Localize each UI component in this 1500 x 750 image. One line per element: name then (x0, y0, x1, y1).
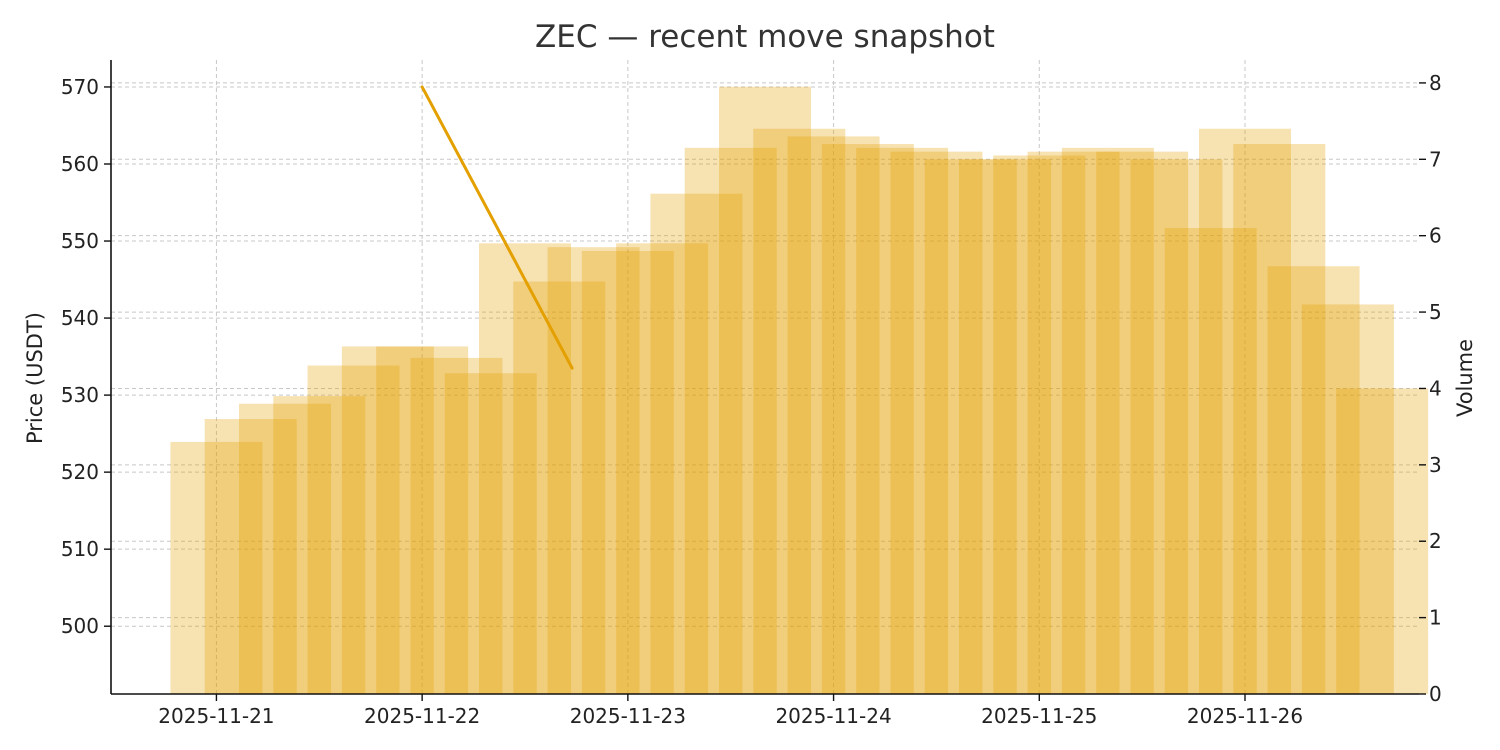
volume-bar (581, 250, 674, 694)
volume-bar (616, 243, 709, 694)
volume-bar (1096, 151, 1189, 694)
volume-bar (410, 357, 503, 694)
volume-bar (341, 346, 434, 694)
volume-bar (993, 155, 1086, 694)
x-tick-label: 2025-11-24 (775, 704, 891, 728)
volume-bar (890, 151, 983, 694)
axes: 500 510 520 530 540 550 560 570 0 1 2 3 4 5 6 7 8 2025-11… (61, 60, 1442, 728)
x-tick-label: 2025-11-21 (158, 704, 274, 728)
volume-bars (170, 86, 1429, 695)
volume-bar (239, 403, 331, 694)
y2-tick-label: 1 (1429, 606, 1442, 630)
y2-tick-label: 5 (1429, 300, 1442, 324)
volume-bar (1027, 151, 1120, 694)
y-tick-label: 560 (61, 152, 99, 176)
volume-bar (1199, 128, 1291, 694)
volume-bar (307, 365, 400, 694)
x-tick-label: 2025-11-22 (364, 704, 480, 728)
volume-bar (1336, 388, 1429, 694)
volume-bar (204, 419, 297, 694)
volume-bar (924, 159, 1017, 694)
volume-bar (959, 159, 1051, 694)
x-tick-label: 2025-11-26 (1187, 704, 1303, 728)
y2-axis-label: Volume (1453, 339, 1477, 417)
y2-tick-label: 3 (1429, 453, 1442, 477)
volume-bar (479, 243, 571, 694)
y2-tick-label: 7 (1429, 147, 1442, 171)
y2-tick-label: 4 (1429, 376, 1442, 400)
y-tick-label: 500 (61, 614, 99, 638)
x-tick-label: 2025-11-25 (981, 704, 1097, 728)
volume-bar (1164, 228, 1257, 694)
volume-bar (444, 373, 537, 694)
volume-bar (273, 396, 366, 694)
volume-bar (1267, 266, 1360, 694)
price-line-layer (420, 85, 574, 370)
y-tick-label: 550 (61, 229, 99, 253)
chart-title: ZEC — recent move snapshot (535, 19, 995, 55)
y2-tick-label: 6 (1429, 224, 1442, 248)
volume-bar (1130, 159, 1223, 694)
y2-tick-label: 2 (1429, 529, 1442, 553)
x-tick-label: 2025-11-23 (570, 704, 686, 728)
volume-bar (856, 147, 949, 694)
volume-bar (1061, 147, 1154, 694)
volume-bar (1301, 304, 1394, 694)
volume-bar (650, 193, 743, 695)
price-line (420, 85, 574, 370)
grid-layer (111, 60, 1419, 695)
y-axis-label: Price (USDT) (23, 312, 47, 444)
volume-bar (719, 86, 811, 695)
volume-bar (170, 441, 263, 694)
volume-bar (1233, 144, 1326, 694)
y-tick-label: 540 (61, 306, 99, 330)
volume-bar (547, 247, 640, 694)
volume-bar (513, 281, 606, 694)
y-tick-label: 530 (61, 383, 99, 407)
y-tick-label: 570 (61, 75, 99, 99)
volume-bar (684, 147, 777, 694)
y2-tick-label: 8 (1429, 71, 1442, 95)
volume-bar (787, 136, 880, 694)
volume-bar (753, 128, 846, 694)
y-tick-label: 520 (61, 460, 99, 484)
y-tick-label: 510 (61, 537, 99, 561)
volume-bar (821, 144, 914, 694)
volume-bar (376, 346, 469, 694)
y2-tick-label: 0 (1429, 682, 1442, 706)
